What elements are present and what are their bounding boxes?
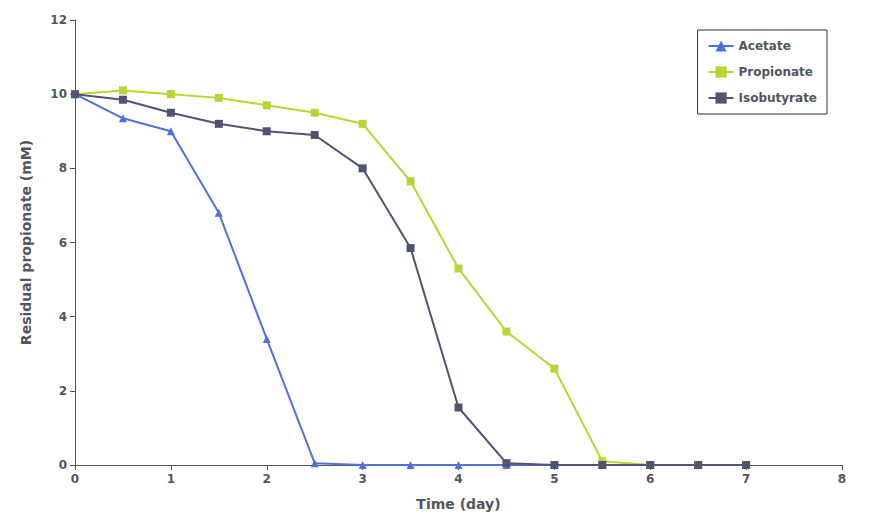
svg-text:8: 8 [59,161,67,175]
svg-text:8: 8 [838,472,846,486]
svg-text:10: 10 [50,87,67,101]
svg-text:6: 6 [59,236,67,250]
svg-text:12: 12 [50,13,67,27]
svg-text:6: 6 [646,472,654,486]
svg-text:7: 7 [742,472,750,486]
svg-text:Propionate: Propionate [739,65,813,79]
svg-text:3: 3 [358,472,366,486]
svg-text:Time (day): Time (day) [416,496,500,512]
svg-text:Acetate: Acetate [739,39,791,53]
svg-text:4: 4 [59,310,67,324]
svg-text:Isobutyrate: Isobutyrate [739,91,817,105]
svg-text:0: 0 [59,458,67,472]
svg-text:0: 0 [71,472,79,486]
svg-text:4: 4 [454,472,462,486]
svg-text:1: 1 [167,472,175,486]
svg-text:5: 5 [550,472,558,486]
svg-text:2: 2 [59,384,67,398]
svg-text:Residual propionate (mM): Residual propionate (mM) [18,140,34,345]
svg-text:2: 2 [263,472,271,486]
